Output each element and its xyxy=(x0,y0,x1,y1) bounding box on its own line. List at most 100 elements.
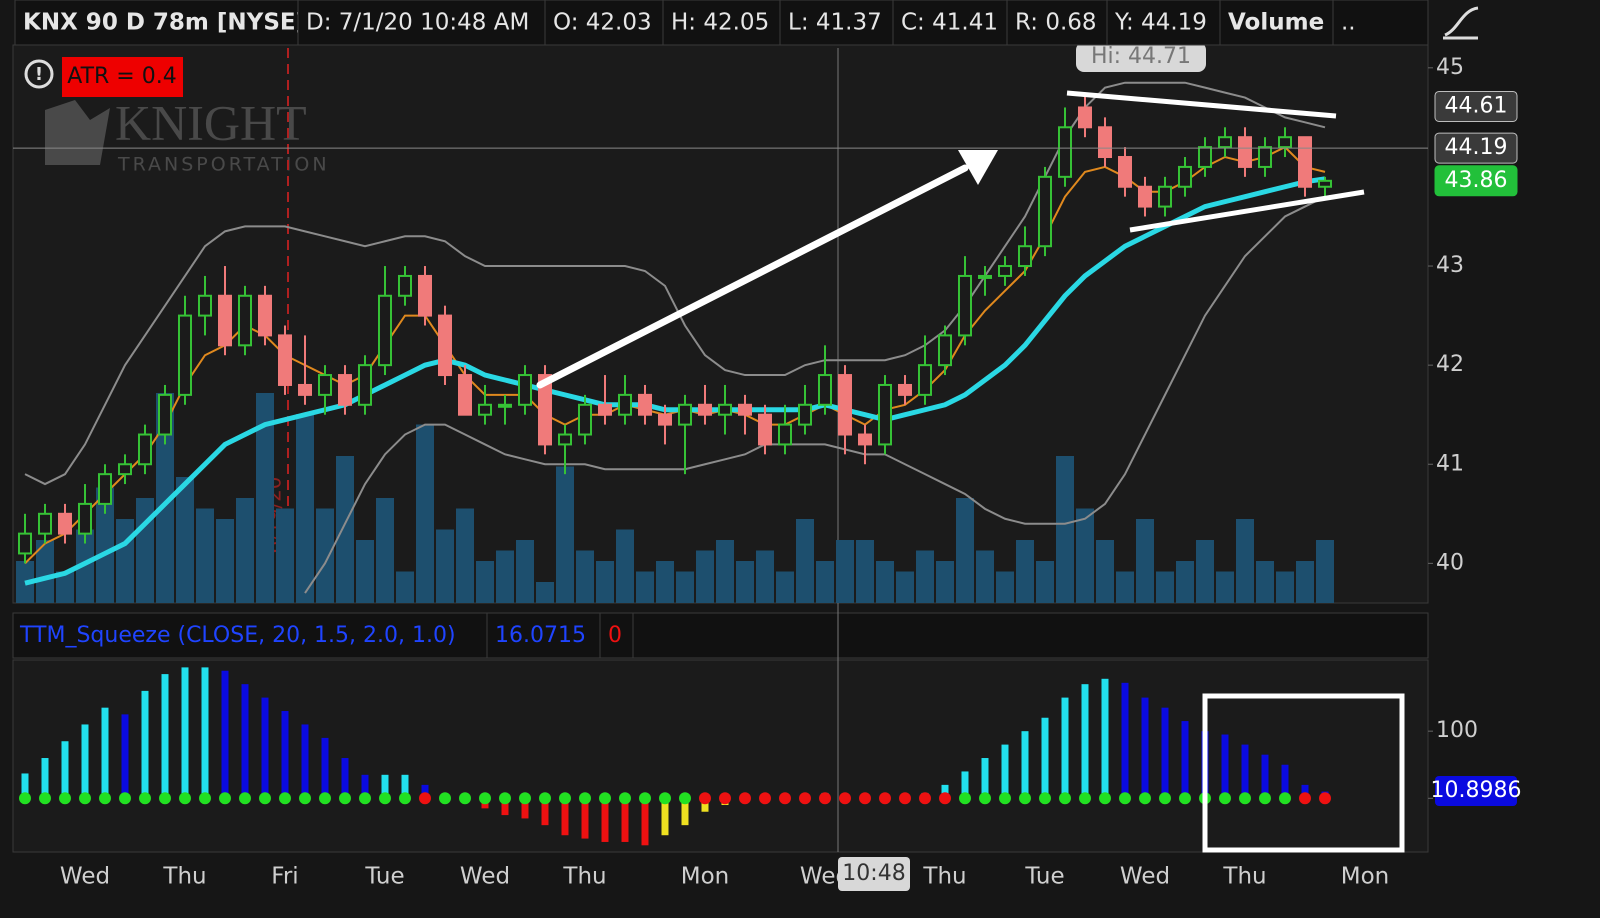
candle-body xyxy=(1178,165,1192,188)
candle-body xyxy=(318,374,332,396)
volume-bar xyxy=(396,571,414,603)
candle-body xyxy=(778,423,792,446)
candle-body xyxy=(198,294,212,317)
volume-bar xyxy=(1176,561,1194,603)
momentum-bar xyxy=(1061,697,1069,799)
header-cell xyxy=(297,0,546,46)
candle-body xyxy=(1118,156,1132,188)
volume-bar xyxy=(736,561,754,603)
volume-bar xyxy=(1296,561,1314,603)
price-badge xyxy=(1434,165,1518,197)
momentum-bar xyxy=(241,684,249,799)
squeeze-dot xyxy=(399,792,411,805)
momentum-bar xyxy=(561,798,569,836)
momentum-bar xyxy=(181,667,189,799)
candle-body xyxy=(1018,245,1032,268)
x-tick-label: Thu xyxy=(922,864,966,890)
volume-bar xyxy=(256,393,274,603)
volume-bar xyxy=(676,571,694,603)
candle-body xyxy=(1238,136,1252,168)
plot xyxy=(13,67,1433,846)
squeeze-dot xyxy=(339,792,351,805)
x-tick-label: Wed xyxy=(60,864,110,890)
squeeze-dot xyxy=(859,792,871,805)
candle-body xyxy=(458,374,472,416)
trend-arrow xyxy=(536,164,969,389)
squeeze-dot xyxy=(799,792,811,805)
squeeze-dot xyxy=(659,792,671,805)
x-tick-label: Tue xyxy=(1024,864,1064,890)
momentum-bar xyxy=(61,741,69,799)
volume-bar xyxy=(576,550,594,603)
volume-bar xyxy=(856,540,874,603)
volume-bar xyxy=(976,550,994,603)
price-badge-label: 44.19 xyxy=(1445,135,1508,160)
candle-body xyxy=(278,334,292,386)
volume-bar xyxy=(96,487,114,603)
x-tick-label: Thu xyxy=(1222,864,1266,890)
price-badge xyxy=(1434,90,1518,122)
volume-bar xyxy=(876,561,894,603)
squeeze-dot xyxy=(219,792,231,805)
squeeze-dot xyxy=(959,792,971,805)
high-label-box xyxy=(1076,42,1206,72)
squeeze-dot xyxy=(99,792,111,805)
momentum-bar xyxy=(121,714,129,799)
squeeze-dot xyxy=(1299,792,1311,805)
volume-bar xyxy=(796,519,814,603)
squeeze-dot xyxy=(1059,792,1071,805)
candle-body xyxy=(18,532,32,555)
volume-bar xyxy=(896,571,914,603)
squeeze-dot xyxy=(739,792,751,805)
candle-body xyxy=(1278,136,1292,149)
momentum-bar xyxy=(281,711,289,799)
momentum-bar xyxy=(261,697,269,799)
squeeze-dot xyxy=(539,792,551,805)
candle-body xyxy=(658,413,672,426)
momentum-bar xyxy=(101,707,109,799)
momentum-bar xyxy=(541,798,549,826)
candle-body xyxy=(558,433,572,446)
candle-body xyxy=(418,274,432,317)
volume-bar xyxy=(936,561,954,603)
momentum-bar xyxy=(161,674,169,799)
header-cell xyxy=(779,0,894,46)
candle-body xyxy=(338,374,352,406)
momentum-bar xyxy=(81,724,89,799)
volume-bar xyxy=(1236,519,1254,603)
squeeze-dot xyxy=(379,792,391,805)
volume-bar xyxy=(76,529,94,603)
momentum-bar xyxy=(1241,744,1249,799)
logo-icon xyxy=(45,100,110,165)
volume-bar xyxy=(536,582,554,603)
logo-name: KNIGHT xyxy=(115,94,307,150)
volume-bar xyxy=(616,529,634,603)
squeeze-dot xyxy=(899,792,911,805)
volume-bar xyxy=(1056,456,1074,603)
momentum-bar xyxy=(1261,754,1269,799)
candle-body xyxy=(718,403,732,416)
candle-body xyxy=(1218,136,1232,149)
momentum-bar xyxy=(1281,764,1289,799)
volume-bar xyxy=(816,561,834,603)
candle-body xyxy=(578,403,592,436)
candle-body xyxy=(118,463,132,476)
candle-body xyxy=(1158,185,1172,208)
y-tick-label: 41 xyxy=(1436,451,1464,476)
header-cell xyxy=(892,0,1008,46)
squeeze-dot xyxy=(419,792,431,805)
alert-mark: ! xyxy=(35,64,43,85)
candle-body xyxy=(1298,136,1312,188)
candle-body xyxy=(258,294,272,337)
candle-body xyxy=(38,512,52,535)
x-tick-label: Mon xyxy=(1341,864,1390,890)
candle-body xyxy=(538,374,552,446)
header-item: C: 41.41 xyxy=(901,10,998,36)
header-item: Volume xyxy=(1228,10,1324,36)
momentum-bar xyxy=(1101,678,1109,799)
volume-bar xyxy=(276,508,294,603)
volume-bar xyxy=(416,424,434,603)
volume-bar xyxy=(1196,540,1214,603)
volume-bar xyxy=(116,519,134,603)
